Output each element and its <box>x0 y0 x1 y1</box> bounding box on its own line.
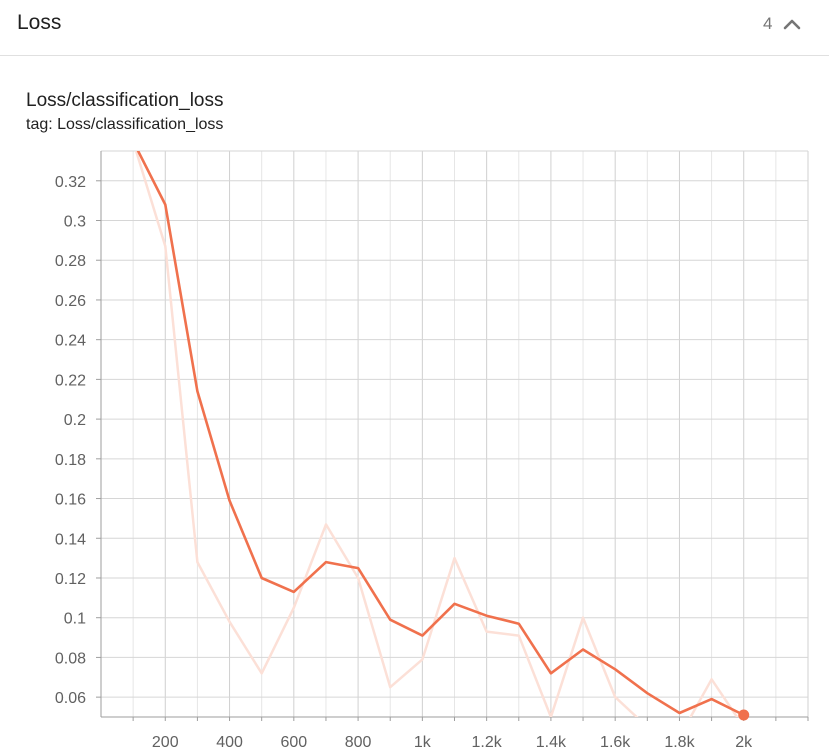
y-tick-label: 0.06 <box>55 690 86 707</box>
x-axis-ticks: 200 400 600 800 1k 1.2k 1.4k 1.6k 1.8k 2k <box>132 717 809 751</box>
x-tick-label: 1k <box>414 734 432 751</box>
collapse-button[interactable] <box>780 12 804 36</box>
section-header: Loss 4 <box>0 0 829 56</box>
y-tick-label: 0.14 <box>55 531 86 548</box>
y-tick-label: 0.22 <box>55 372 86 389</box>
chevron-up-icon <box>783 19 801 30</box>
x-tick-label: 600 <box>280 734 307 751</box>
y-tick-label: 0.32 <box>55 174 86 191</box>
y-tick-label: 0.12 <box>55 571 86 588</box>
line-chart: 0.06 0.08 0.1 0.12 0.14 0.16 0.18 0.2 0.22 0.24 0.… <box>55 150 809 751</box>
y-tick-label: 0.16 <box>55 492 86 509</box>
y-tick-label: 0.2 <box>64 412 86 429</box>
y-tick-label: 0.28 <box>55 253 86 270</box>
x-tick-label: 800 <box>345 734 372 751</box>
x-tick-label: 1.6k <box>600 734 631 751</box>
chart-series <box>134 151 750 721</box>
card-title: Loss/classification_loss <box>26 90 224 111</box>
section-title: Loss <box>17 11 62 34</box>
y-tick-label: 0.24 <box>55 333 86 350</box>
x-tick-label: 1.4k <box>536 734 567 751</box>
y-tick-label: 0.26 <box>55 293 86 310</box>
y-tick-label: 0.3 <box>64 214 86 231</box>
y-axis-ticks: 0.06 0.08 0.1 0.12 0.14 0.16 0.18 0.2 0.22 0.24 0.… <box>55 174 101 707</box>
series-line-smoothed <box>136 151 745 717</box>
x-tick-label: 2k <box>735 734 753 751</box>
series-line-raw <box>134 151 739 717</box>
y-tick-label: 0.08 <box>55 650 86 667</box>
x-tick-label: 1.8k <box>664 734 695 751</box>
series-end-point <box>738 709 750 721</box>
card-tag: tag: Loss/classification_loss <box>26 116 224 133</box>
x-tick-label: 200 <box>152 734 179 751</box>
chart-count: 4 <box>763 14 773 33</box>
x-tick-label: 400 <box>216 734 243 751</box>
chart-grid <box>100 150 809 718</box>
y-tick-label: 0.18 <box>55 452 86 469</box>
x-tick-label: 1.2k <box>472 734 503 751</box>
y-tick-label: 0.1 <box>64 611 86 628</box>
